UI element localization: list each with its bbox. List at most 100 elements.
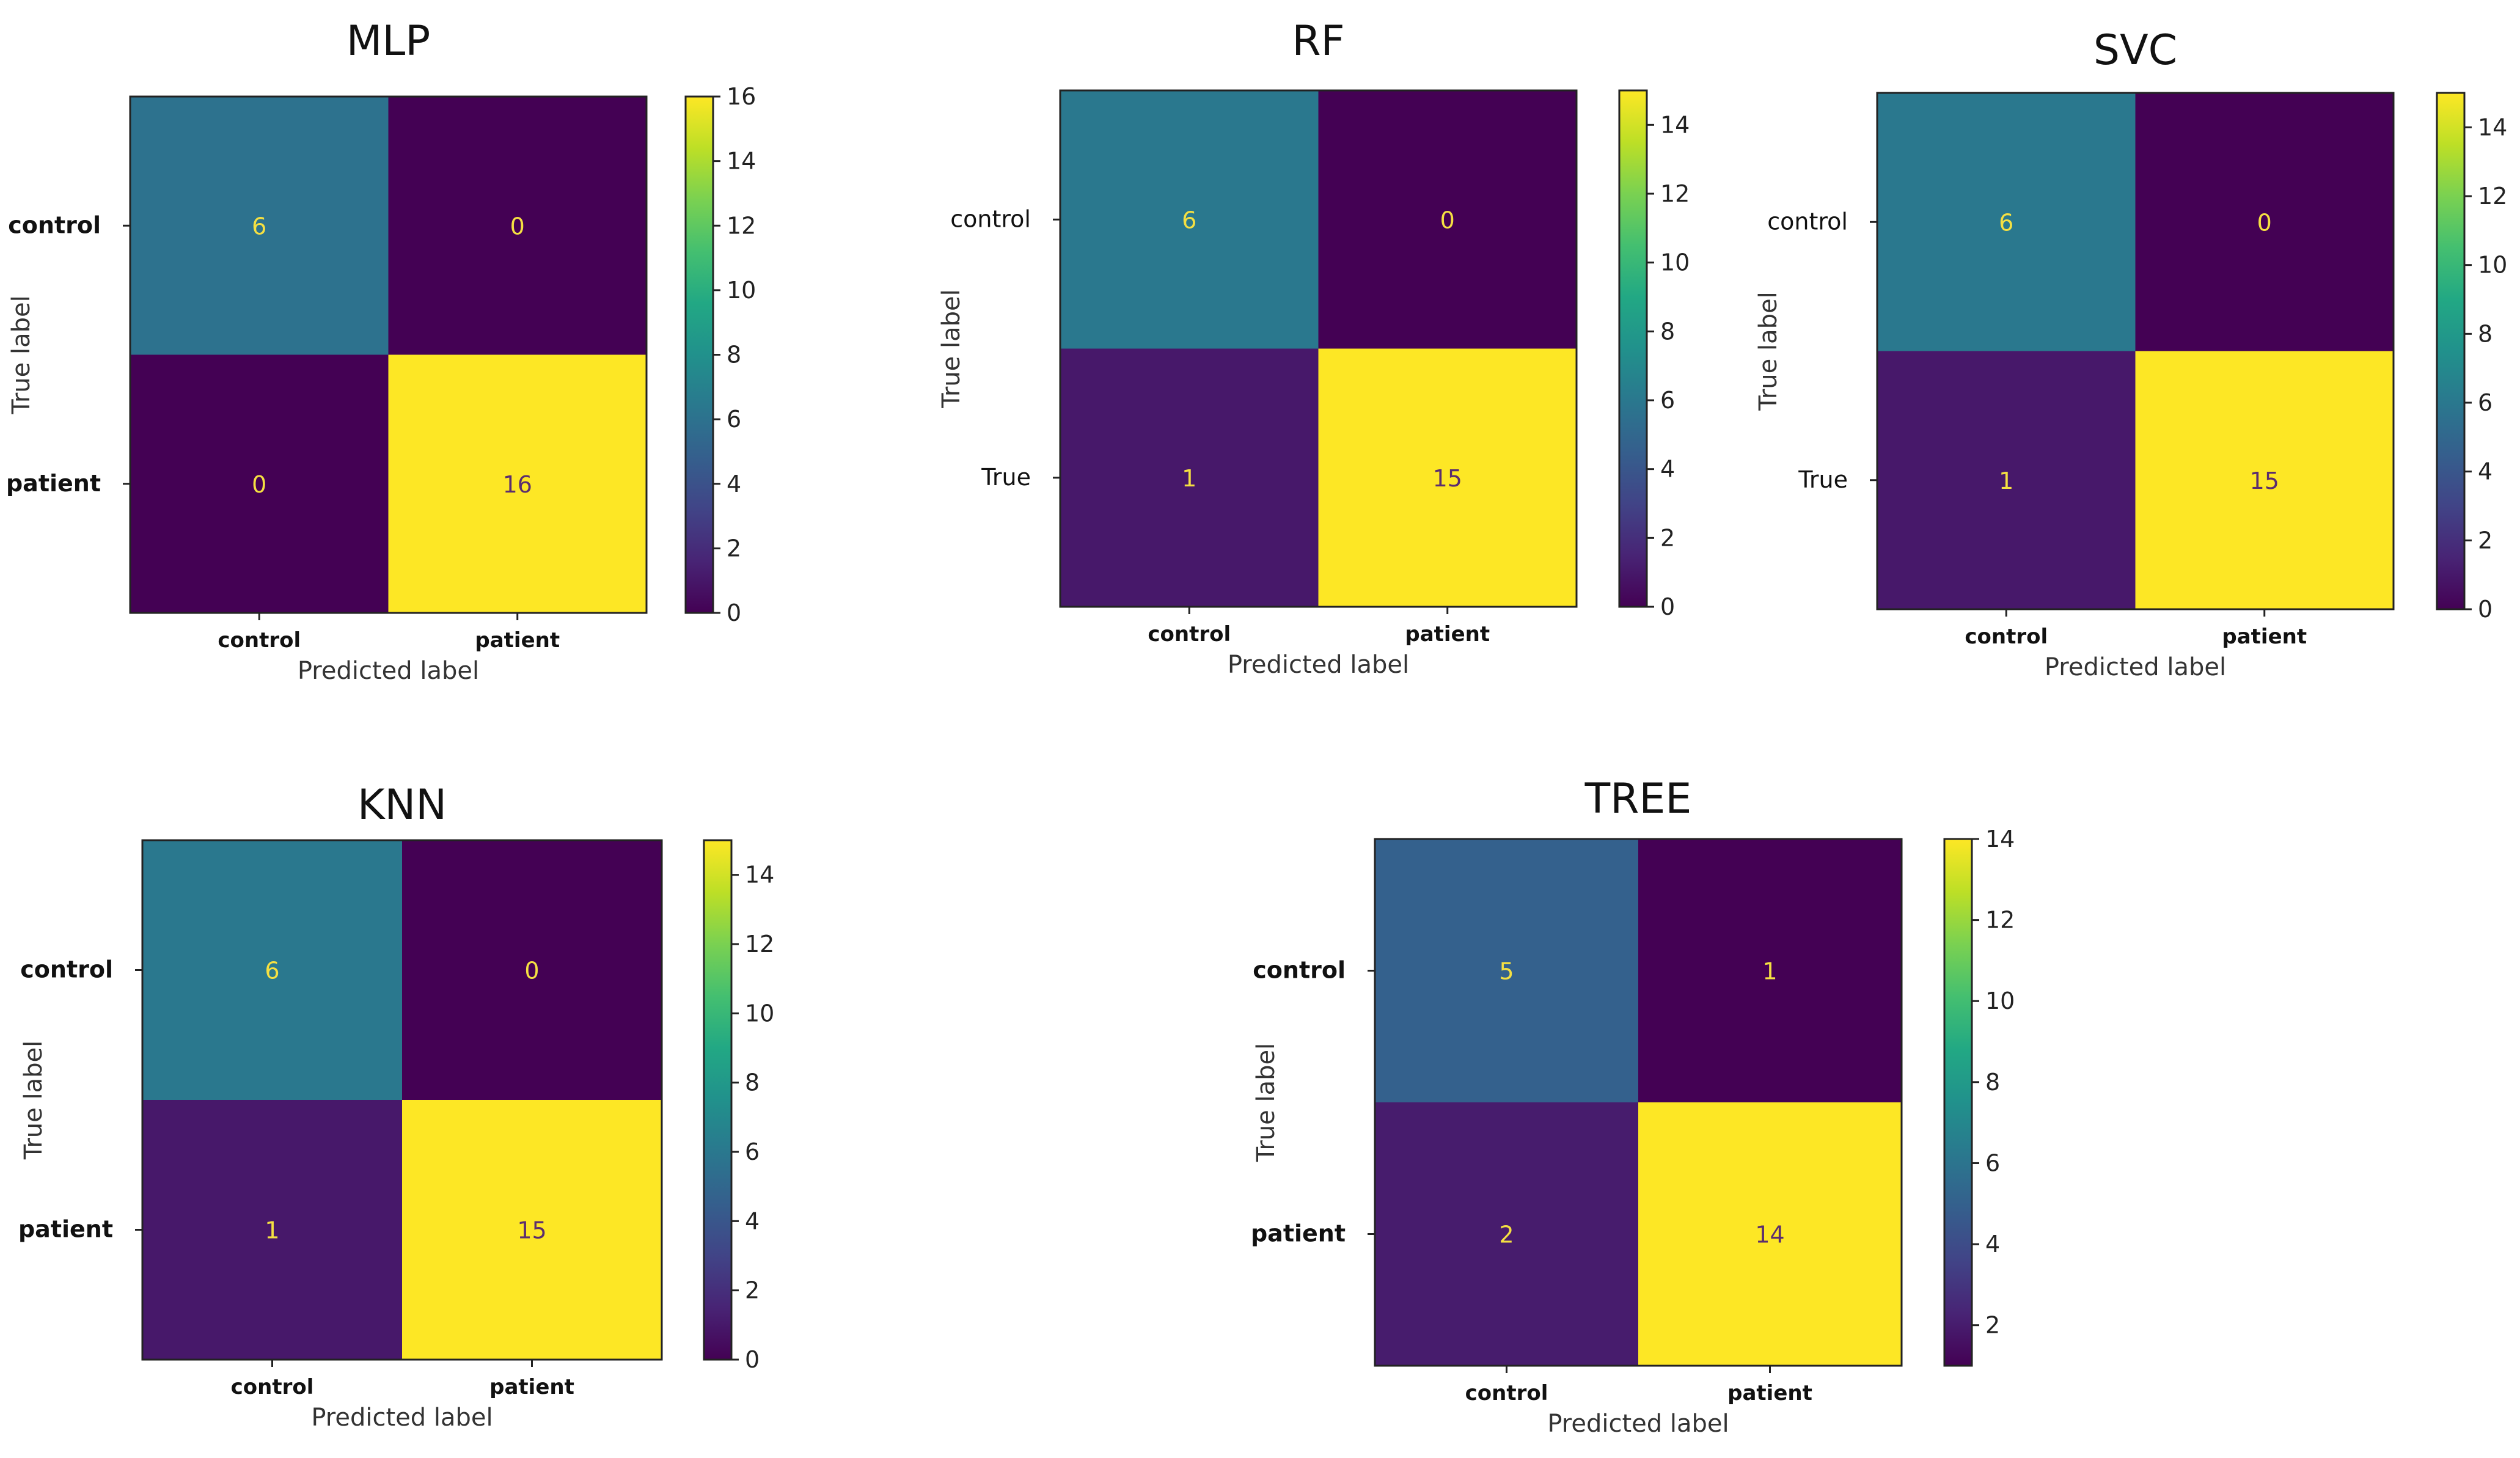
colorbar-tick-label: 6 xyxy=(1660,387,1675,414)
colorbar xyxy=(2436,92,2466,610)
chart-title: MLP xyxy=(346,17,431,65)
x-tick-label: patient xyxy=(1727,1381,1812,1405)
colorbar-tick-label: 4 xyxy=(1660,456,1675,483)
colorbar-tick-label: 10 xyxy=(745,1000,774,1027)
cell-value-label: 1 xyxy=(1999,467,2013,494)
matrix-cell xyxy=(130,354,389,613)
colorbar-tick-label: 14 xyxy=(727,148,756,175)
y-axis-label: True label xyxy=(1252,1043,1280,1162)
colorbar-tick-label: 2 xyxy=(1660,524,1675,551)
colorbar-tick-label: 2 xyxy=(727,535,741,562)
cell-value-label: 1 xyxy=(265,1217,279,1244)
matrix-cell xyxy=(402,1100,662,1360)
colorbar-tick-label: 14 xyxy=(2478,114,2507,141)
colorbar-tick-label: 6 xyxy=(1985,1149,2000,1176)
colorbar-tick-label: 0 xyxy=(745,1346,760,1373)
cell-value-label: 0 xyxy=(252,471,266,498)
x-tick-label: patient xyxy=(475,628,560,653)
cell-value-label: 16 xyxy=(503,471,532,498)
y-tick-label: control xyxy=(1253,957,1346,984)
x-axis-label: Predicted label xyxy=(2045,653,2226,681)
colorbar-tick-label: 10 xyxy=(727,277,756,304)
matrix-cell xyxy=(1318,348,1577,607)
colorbar xyxy=(703,839,733,1361)
cell-value-label: 0 xyxy=(510,213,525,240)
colorbar-tick-label: 4 xyxy=(727,471,741,497)
colorbar-tick-label: 8 xyxy=(2478,320,2493,347)
matrix-cell xyxy=(1877,351,2136,609)
colorbar-tick-label: 14 xyxy=(1985,826,2015,852)
matrix-frame xyxy=(1876,92,2395,610)
matrix-cell xyxy=(2135,351,2394,609)
x-tick-label: control xyxy=(231,1375,314,1399)
y-tick-label: patient xyxy=(6,470,101,497)
colorbar xyxy=(1618,89,1648,608)
cell-value-label: 6 xyxy=(252,213,266,240)
colorbar-tick-label: 8 xyxy=(745,1069,760,1096)
colorbar-tick-label: 4 xyxy=(1985,1231,2000,1258)
y-tick-label: control xyxy=(8,211,101,238)
x-tick-label: control xyxy=(1148,622,1231,647)
x-axis-label: Predicted label xyxy=(311,1404,493,1432)
chart-title: KNN xyxy=(357,781,447,829)
x-tick-label: control xyxy=(218,628,301,653)
colorbar-tick-label: 12 xyxy=(2478,183,2507,210)
cell-value-label: 6 xyxy=(265,958,279,984)
colorbar-tick-label: 0 xyxy=(727,599,741,626)
colorbar xyxy=(1943,838,1973,1367)
confusion-matrix-panel-rf: RF 6 0 1 15 control True control patient Predicte… xyxy=(937,17,1690,679)
confusion-matrix-panel-svc: SVC 6 0 1 15 control True control patient Predict… xyxy=(1754,26,2507,681)
cell-value-label: 15 xyxy=(517,1217,546,1244)
cell-value-label: 2 xyxy=(1499,1222,1514,1248)
x-tick-label: control xyxy=(1465,1381,1548,1405)
colorbar-tick-label: 12 xyxy=(1985,907,2015,934)
x-tick-label: control xyxy=(1965,625,2048,649)
y-axis-label: True label xyxy=(1754,291,1782,411)
y-tick-label: True xyxy=(1798,466,1848,493)
matrix-cell xyxy=(142,1100,402,1360)
y-tick-label: control xyxy=(20,956,113,983)
cell-value-label: 0 xyxy=(1440,207,1455,233)
colorbar-tick-label: 0 xyxy=(2478,596,2493,623)
matrix-cell xyxy=(402,840,662,1100)
y-tick-label: control xyxy=(1767,208,1848,235)
y-axis-label: True label xyxy=(20,1041,48,1160)
cell-value-label: 0 xyxy=(524,958,539,984)
cell-value-label: 1 xyxy=(1762,958,1777,985)
colorbar-tick-label: 2 xyxy=(745,1277,760,1304)
matrix-cell xyxy=(1060,90,1319,349)
colorbar-tick-label: 6 xyxy=(745,1138,760,1165)
cell-value-label: 15 xyxy=(2250,467,2279,494)
colorbar-tick-label: 12 xyxy=(727,212,756,239)
matrix-cell xyxy=(388,354,646,613)
chart-title: SVC xyxy=(2093,26,2177,75)
y-tick-label: True xyxy=(981,464,1031,491)
matrix-cell xyxy=(1318,90,1577,349)
chart-title: RF xyxy=(1292,17,1344,65)
colorbar-tick-label: 12 xyxy=(1660,180,1690,207)
matrix-cell xyxy=(388,97,646,355)
x-axis-label: Predicted label xyxy=(1228,651,1409,679)
colorbar-tick-label: 14 xyxy=(1660,111,1690,138)
colorbar-tick-label: 0 xyxy=(1660,593,1675,620)
colorbar-tick-label: 14 xyxy=(745,862,774,888)
colorbar-tick-label: 10 xyxy=(1985,987,2015,1014)
cell-value-label: 1 xyxy=(1182,465,1196,492)
matrix-cell xyxy=(1877,93,2136,351)
colorbar-tick-label: 4 xyxy=(745,1207,760,1234)
matrix-cell xyxy=(2135,93,2394,351)
matrix-cell xyxy=(142,840,402,1100)
colorbar-tick-label: 10 xyxy=(1660,249,1690,276)
y-tick-label: patient xyxy=(1251,1220,1346,1247)
y-tick-label: patient xyxy=(18,1216,113,1243)
colorbar-tick-label: 10 xyxy=(2478,252,2507,279)
colorbar-tick-label: 8 xyxy=(1985,1069,2000,1096)
x-axis-label: Predicted label xyxy=(1547,1410,1729,1438)
colorbar-tick-label: 6 xyxy=(727,406,741,433)
confusion-matrix-panel-knn: KNN 6 0 1 15 control patient control patient Pred… xyxy=(18,781,774,1432)
matrix-cell xyxy=(130,97,389,355)
colorbar-tick-label: 2 xyxy=(1985,1312,2000,1339)
x-tick-label: patient xyxy=(2222,625,2307,649)
colorbar-tick-label: 8 xyxy=(727,342,741,368)
